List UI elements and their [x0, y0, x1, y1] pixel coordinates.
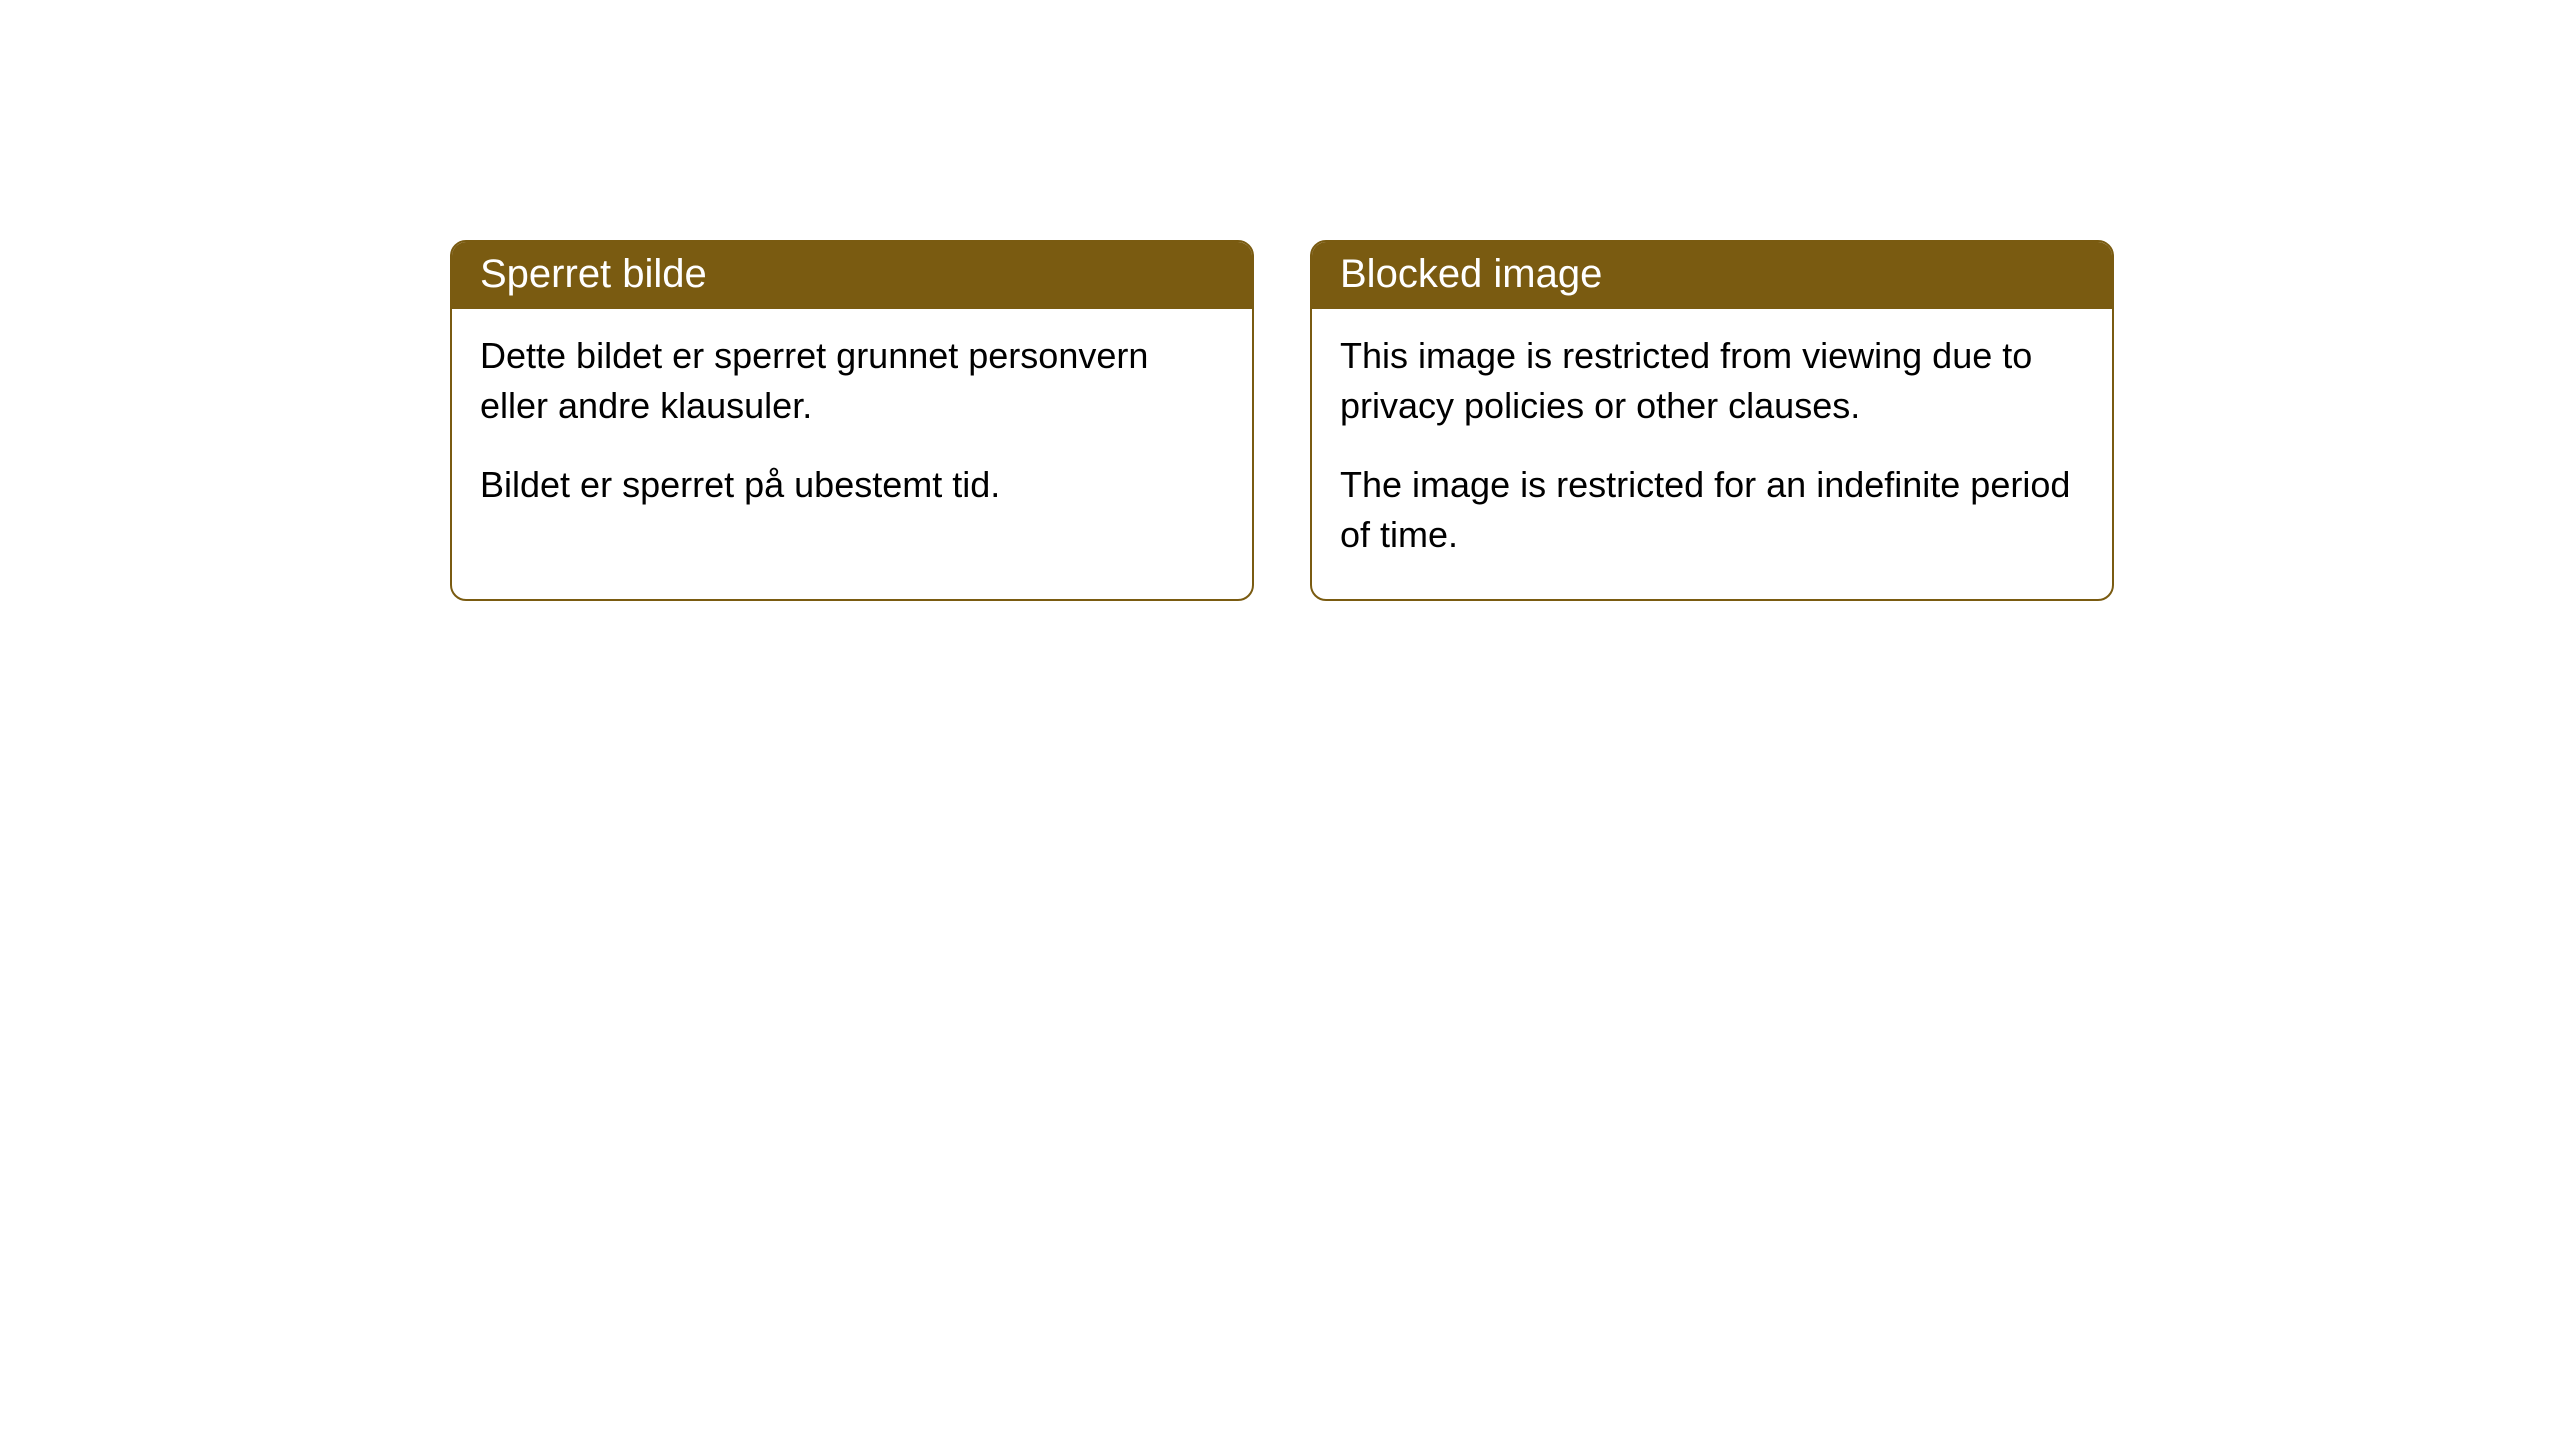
card-header: Sperret bilde [452, 242, 1252, 309]
blocked-image-card-norwegian: Sperret bilde Dette bildet er sperret gr… [450, 240, 1254, 601]
blocked-image-card-english: Blocked image This image is restricted f… [1310, 240, 2114, 601]
card-paragraph: The image is restricted for an indefinit… [1340, 460, 2084, 561]
card-paragraph: This image is restricted from viewing du… [1340, 331, 2084, 432]
notice-container: Sperret bilde Dette bildet er sperret gr… [0, 0, 2560, 601]
card-header: Blocked image [1312, 242, 2112, 309]
card-paragraph: Dette bildet er sperret grunnet personve… [480, 331, 1224, 432]
card-body: This image is restricted from viewing du… [1312, 309, 2112, 599]
card-paragraph: Bildet er sperret på ubestemt tid. [480, 460, 1224, 510]
card-body: Dette bildet er sperret grunnet personve… [452, 309, 1252, 548]
